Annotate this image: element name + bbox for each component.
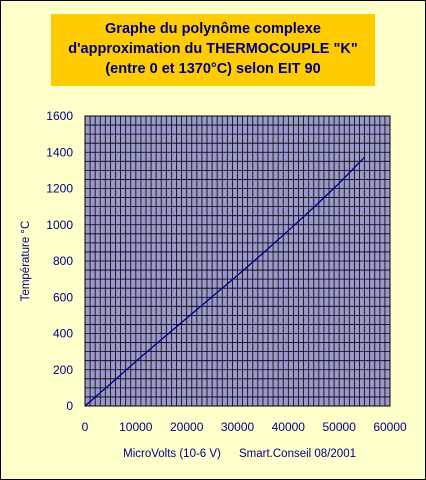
x-tick-label: 30000 bbox=[221, 420, 255, 434]
y-tick-label: 0 bbox=[66, 399, 73, 413]
y-tick-label: 1200 bbox=[46, 182, 73, 196]
x-tick-label: 60000 bbox=[373, 420, 407, 434]
grid-lines bbox=[85, 116, 390, 406]
series-layer bbox=[84, 157, 365, 407]
series-line bbox=[84, 157, 365, 407]
y-tick-label: 1600 bbox=[46, 109, 73, 123]
chart-title-line-2: d'approximation du THERMOCOUPLE "K" bbox=[68, 41, 358, 57]
y-tick-label: 200 bbox=[53, 363, 73, 377]
x-tick-label: 50000 bbox=[323, 420, 357, 434]
y-tick-label: 1400 bbox=[46, 145, 73, 159]
x-tick-label: 0 bbox=[82, 420, 89, 434]
x-tick-label: 40000 bbox=[272, 420, 306, 434]
y-axis-title: Température °C bbox=[20, 221, 32, 302]
y-tick-label: 1000 bbox=[46, 218, 73, 232]
footer-credit: Smart.Conseil 08/2001 bbox=[239, 448, 356, 460]
chart-title-line-1: Graphe du polynôme complexe bbox=[105, 21, 321, 37]
chart-title-line-3: (entre 0 et 1370°C) selon EIT 90 bbox=[105, 61, 321, 77]
y-tick-label: 600 bbox=[53, 290, 73, 304]
chart-title: Graphe du polynôme complexe d'approximat… bbox=[51, 14, 375, 86]
x-axis-title: MicroVolts (10-6 V) bbox=[123, 448, 221, 460]
tick-labels: 0 10000 20000 30000 40000 50000 60000 0 200 400 60… bbox=[46, 109, 407, 434]
plot-border bbox=[84, 115, 391, 407]
x-tick-label: 10000 bbox=[119, 420, 153, 434]
y-tick-label: 800 bbox=[53, 254, 73, 268]
x-tick-label: 20000 bbox=[170, 420, 204, 434]
y-tick-label: 400 bbox=[53, 327, 73, 341]
